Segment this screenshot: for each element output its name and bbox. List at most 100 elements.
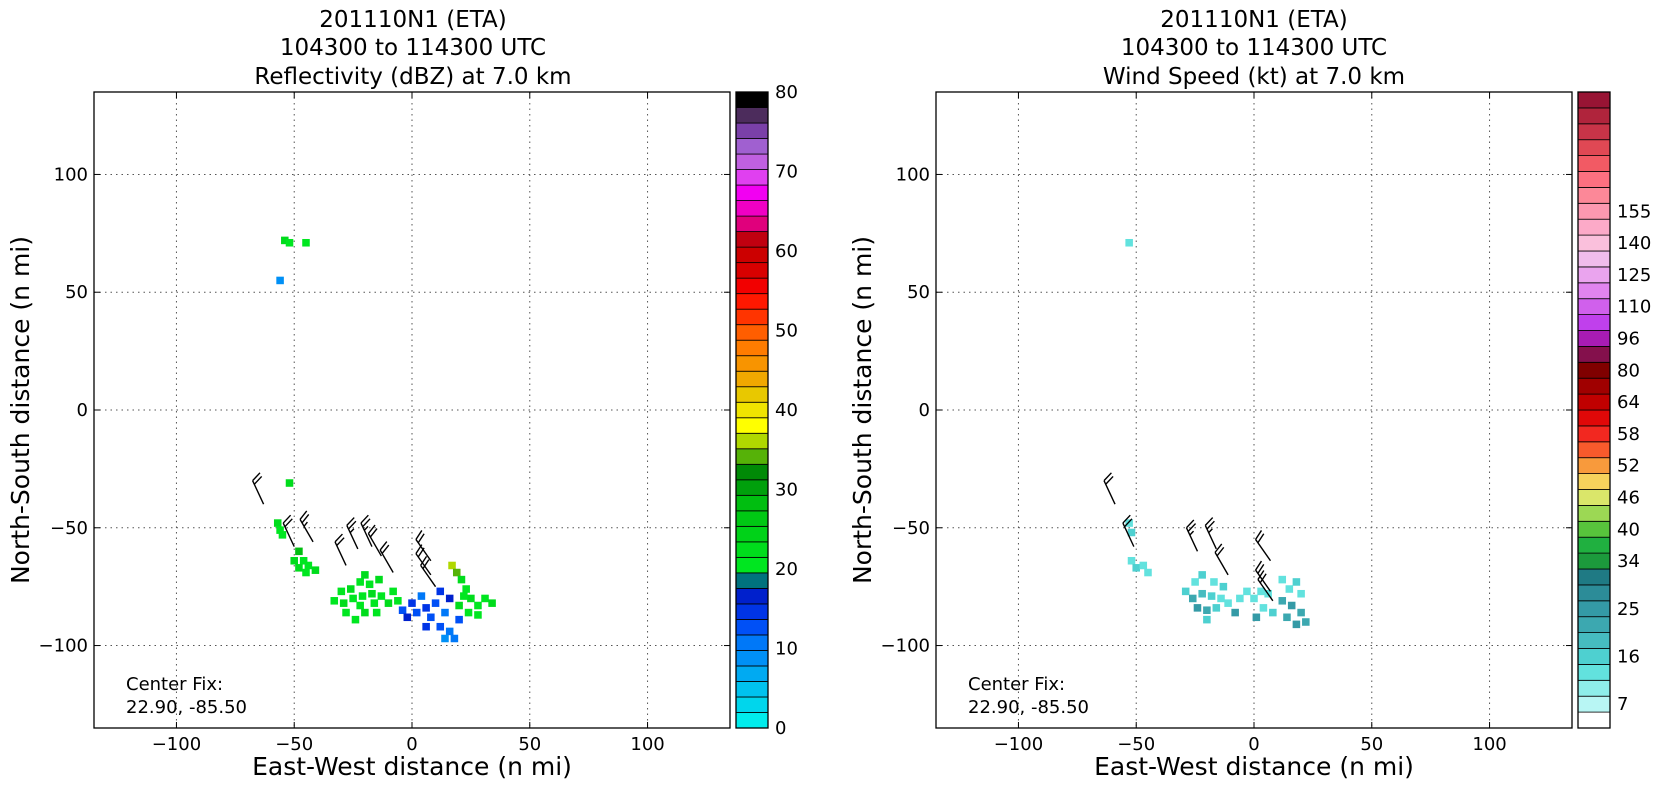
x-axis-label: East-West distance (n mi)	[252, 752, 572, 781]
wind-barb-feather	[381, 544, 390, 554]
data-cell	[467, 594, 475, 603]
data-cell	[441, 608, 449, 617]
data-cell	[1203, 606, 1211, 614]
y-tick-label: −100	[881, 636, 930, 657]
colorbar-swatch	[735, 107, 769, 124]
colorbar-tick-label: 46	[1617, 487, 1640, 508]
wind-barb	[379, 541, 394, 573]
colorbar-swatch	[1577, 648, 1611, 665]
colorbar-swatch	[735, 370, 769, 388]
colorbar-swatch	[1577, 171, 1611, 188]
colorbar-swatch	[735, 324, 769, 341]
y-axis-label: North-South distance (n mi)	[6, 236, 35, 584]
wind-barb	[1254, 530, 1272, 562]
colorbar-swatch	[1577, 409, 1611, 427]
colorbar-swatch	[1577, 489, 1611, 506]
colorbar-tick-label: 10	[775, 639, 798, 660]
wind-barb	[1254, 560, 1272, 592]
wind-barb	[367, 524, 382, 557]
colorbar-swatch	[1577, 425, 1611, 443]
wind-barb-feather	[1103, 472, 1112, 482]
colorbar-tick-label: 20	[775, 559, 798, 580]
wind-barb-staff	[1214, 552, 1229, 576]
colorbar-tick-label: 34	[1617, 551, 1640, 572]
wind-barb-staff	[1257, 579, 1274, 602]
colorbar-swatch	[735, 463, 769, 481]
wind-barb-feather	[1122, 514, 1131, 524]
colorbar-swatch	[735, 448, 769, 465]
colorbar-swatch	[1577, 568, 1611, 586]
colorbar-swatch	[1577, 314, 1611, 331]
y-tick-label: −50	[50, 518, 88, 539]
wind-barb-half-feather	[363, 525, 369, 531]
colorbar-swatch	[735, 184, 769, 201]
colorbar-swatch	[1577, 186, 1611, 204]
data-cell	[464, 608, 473, 617]
y-axis-ticks: −100 −50 0 50 100	[39, 164, 730, 657]
wind-barb-staff	[1103, 480, 1116, 505]
x-axis-ticks: −100 −50 0 50 100	[994, 92, 1507, 755]
data-cell	[356, 578, 364, 586]
wind-barb-feather	[1257, 570, 1265, 580]
data-cell	[431, 599, 440, 607]
wind-barb	[346, 517, 359, 550]
wind-barb-feather	[1187, 523, 1197, 532]
colorbar-swatch	[735, 277, 769, 295]
colorbar-swatch	[1577, 202, 1611, 220]
data-cell	[1278, 597, 1287, 605]
data-cell	[422, 604, 430, 612]
wind-barb-feather	[415, 544, 423, 554]
colorbar-swatch	[1577, 91, 1611, 109]
y-axis-ticks: −100 −50 0 50 100	[881, 164, 1572, 657]
center-fix-label: Center Fix:	[126, 674, 223, 695]
data-cell	[351, 615, 360, 624]
data-cell	[1127, 528, 1136, 537]
wind-speed-panel: 201110N1 (ETA) 104300 to 114300 UTC Wind…	[848, 7, 1651, 781]
wind-barb-feather	[1105, 475, 1114, 485]
colorbar-swatch	[735, 432, 769, 450]
colorbar-swatch	[735, 153, 769, 170]
data-cell	[1259, 604, 1268, 612]
data-cell	[398, 606, 407, 614]
wind-barb-half-feather	[1189, 530, 1195, 536]
wind-barb-feather	[1254, 560, 1263, 571]
colorbar-swatch	[1577, 536, 1611, 554]
colorbar-tick-label: 58	[1617, 424, 1640, 445]
colorbar-swatch	[735, 634, 769, 651]
colorbar-swatch	[735, 494, 769, 512]
wind-barb-staff	[251, 480, 265, 505]
data-cell	[457, 575, 466, 584]
colorbar-swatch	[735, 417, 769, 434]
colorbar-swatch	[1577, 393, 1611, 411]
data-cell	[1269, 608, 1277, 617]
wind-barb-half-feather	[1208, 528, 1213, 534]
colorbar-swatch	[735, 231, 769, 248]
reflectivity-colorbar	[735, 91, 769, 729]
colorbar-swatch	[735, 665, 769, 682]
data-cell	[1250, 594, 1258, 603]
data-cell	[361, 571, 369, 579]
wind-barb-feather	[1257, 563, 1265, 574]
data-cell	[370, 599, 379, 607]
colorbar-swatch	[735, 696, 769, 713]
data-cell	[302, 568, 310, 577]
data-cell	[1125, 238, 1133, 247]
wind-barb	[1103, 472, 1116, 505]
x-tick-label: 100	[1472, 734, 1506, 755]
wind-barb-half-feather	[349, 528, 355, 534]
data-cell	[1283, 613, 1291, 622]
chart-title-line-3: Wind Speed (kt) at 7.0 km	[1103, 64, 1405, 90]
data-cell	[276, 526, 284, 534]
colorbar-swatch	[1577, 298, 1611, 316]
colorbar-swatch	[1577, 695, 1611, 713]
wind-barb	[360, 514, 373, 547]
wind-barb-feather	[1259, 573, 1267, 584]
wind-barb	[251, 472, 265, 505]
wind-barb-feather	[1185, 519, 1195, 529]
data-cell	[1297, 608, 1305, 617]
wind-barb	[1122, 514, 1135, 547]
colorbar-swatch	[1577, 345, 1611, 363]
y-tick-label: 0	[919, 400, 930, 421]
colorbar-swatch	[735, 308, 769, 326]
colorbar-swatch	[1577, 473, 1611, 490]
